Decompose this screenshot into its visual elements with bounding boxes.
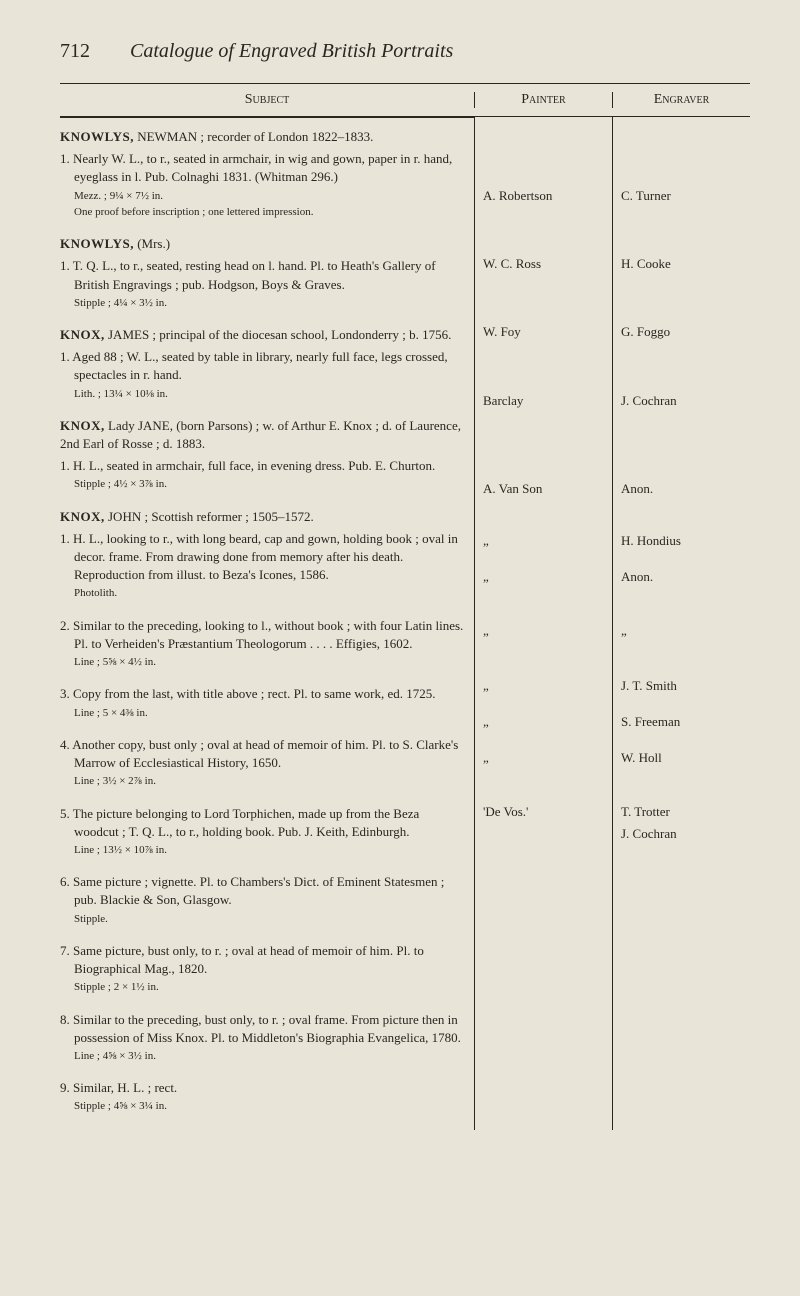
entry-item: 9. Similar, H. L. ; rect. <box>60 1079 464 1097</box>
engraver-entry: Anon. <box>621 480 750 498</box>
header-painter: Painter <box>474 92 612 108</box>
painter-entry: „ <box>483 713 612 731</box>
painter-entry: W. C. Ross <box>483 255 612 273</box>
painter-entry: W. Foy <box>483 323 612 341</box>
entry-note: Mezz. ; 9¼ × 7½ in. <box>60 189 464 203</box>
engraver-entry: Anon. <box>621 568 750 586</box>
entry-group: 2. Similar to the preceding, looking to … <box>60 617 464 670</box>
engraver-column: C. Turner H. Cooke G. Foggo J. Cochran Anon.… <box>612 117 750 1130</box>
entry-group: KNOX, Lady JANE, (born Parsons) ; w. of … <box>60 417 464 492</box>
entry-note: Stipple ; 4½ × 3⅞ in. <box>60 477 464 491</box>
entry-note: One proof before inscription ; one lette… <box>60 205 464 219</box>
catalogue-table: Subject Painter Engraver KNOWLYS, NEWMAN… <box>60 83 750 1130</box>
header-engraver: Engraver <box>612 92 750 108</box>
entry-group: KNOX, JAMES ; principal of the diocesan … <box>60 326 464 401</box>
engraver-entry: J. Cochran <box>621 392 750 410</box>
entry-group: 5. The picture belonging to Lord Torphic… <box>60 805 464 858</box>
painter-entry: „ <box>483 622 612 640</box>
engraver-entry: J. T. Smith <box>621 677 750 695</box>
entry-group: 8. Similar to the preceding, bust only, … <box>60 1011 464 1064</box>
entries-container: KNOWLYS, NEWMAN ; recorder of London 182… <box>60 117 750 1130</box>
painter-entry: A. Robertson <box>483 187 612 205</box>
painter-entry: „ <box>483 749 612 767</box>
painter-entry: Barclay <box>483 392 612 410</box>
entry-note: Photolith. <box>60 586 464 600</box>
painter-column: A. Robertson W. C. Ross W. Foy Barclay A. Va… <box>474 117 612 1130</box>
entry-item: 2. Similar to the preceding, looking to … <box>60 617 464 653</box>
entry-note: Line ; 4⅝ × 3½ in. <box>60 1049 464 1063</box>
engraver-entry: C. Turner <box>621 187 750 205</box>
entry-note: Stipple ; 2 × 1½ in. <box>60 980 464 994</box>
engraver-entry: S. Freeman <box>621 713 750 731</box>
entry-heading: KNOWLYS, (Mrs.) <box>60 235 464 253</box>
engraver-entry: H. Hondius <box>621 532 750 550</box>
painter-entry: „ <box>483 568 612 586</box>
entry-note: Lith. ; 13¼ × 10⅛ in. <box>60 387 464 401</box>
page-title: Catalogue of Engraved British Portraits <box>130 40 453 63</box>
entry-item: 3. Copy from the last, with title above … <box>60 685 464 703</box>
engraver-entry: H. Cooke <box>621 255 750 273</box>
entry-group: 6. Same picture ; vignette. Pl. to Chamb… <box>60 873 464 926</box>
engraver-entry: T. Trotter <box>621 803 750 821</box>
entry-heading: KNOX, Lady JANE, (born Parsons) ; w. of … <box>60 417 464 453</box>
entry-group: KNOX, JOHN ; Scottish reformer ; 1505–15… <box>60 508 464 601</box>
entry-item: 1. Aged 88 ; W. L., seated by table in l… <box>60 348 464 384</box>
painter-entry: „ <box>483 677 612 695</box>
entry-note: Line ; 3½ × 2⅞ in. <box>60 774 464 788</box>
subject-column: KNOWLYS, NEWMAN ; recorder of London 182… <box>60 117 474 1130</box>
entry-group: KNOWLYS, NEWMAN ; recorder of London 182… <box>60 128 464 219</box>
entry-group: 4. Another copy, bust only ; oval at hea… <box>60 736 464 789</box>
engraver-entry: J. Cochran <box>621 825 750 843</box>
page-header: 712 Catalogue of Engraved British Portra… <box>60 40 750 63</box>
entry-item: 1. Nearly W. L., to r., seated in armcha… <box>60 150 464 186</box>
entry-item: 1. T. Q. L., to r., seated, resting head… <box>60 257 464 293</box>
entry-group: 9. Similar, H. L. ; rect. Stipple ; 4⅝ × … <box>60 1079 464 1113</box>
engraver-entry: „ <box>621 622 750 640</box>
entry-group: 3. Copy from the last, with title above … <box>60 685 464 719</box>
entry-note: Line ; 5 × 4⅜ in. <box>60 706 464 720</box>
entry-note: Line ; 5⅝ × 4½ in. <box>60 655 464 669</box>
entry-note: Stipple ; 4¼ × 3½ in. <box>60 296 464 310</box>
entry-item: 4. Another copy, bust only ; oval at hea… <box>60 736 464 772</box>
header-subject: Subject <box>60 92 474 108</box>
entry-item: 8. Similar to the preceding, bust only, … <box>60 1011 464 1047</box>
entry-item: 5. The picture belonging to Lord Torphic… <box>60 805 464 841</box>
entry-group: KNOWLYS, (Mrs.) 1. T. Q. L., to r., seate… <box>60 235 464 310</box>
entry-note: Line ; 13½ × 10⅞ in. <box>60 843 464 857</box>
entry-note: Stipple. <box>60 912 464 926</box>
painter-entry: „ <box>483 532 612 550</box>
entry-group: 7. Same picture, bust only, to r. ; oval… <box>60 942 464 995</box>
entry-item: 1. H. L., looking to r., with long beard… <box>60 530 464 585</box>
entry-item: 7. Same picture, bust only, to r. ; oval… <box>60 942 464 978</box>
engraver-entry: G. Foggo <box>621 323 750 341</box>
entry-heading: KNOWLYS, NEWMAN ; recorder of London 182… <box>60 128 464 146</box>
table-header: Subject Painter Engraver <box>60 84 750 117</box>
entry-item: 6. Same picture ; vignette. Pl. to Chamb… <box>60 873 464 909</box>
entry-note: Stipple ; 4⅝ × 3¼ in. <box>60 1099 464 1113</box>
entry-item: 1. H. L., seated in armchair, full face,… <box>60 457 464 475</box>
painter-entry: A. Van Son <box>483 480 612 498</box>
entry-heading: KNOX, JAMES ; principal of the diocesan … <box>60 326 464 344</box>
engraver-entry: W. Holl <box>621 749 750 767</box>
entry-heading: KNOX, JOHN ; Scottish reformer ; 1505–15… <box>60 508 464 526</box>
painter-entry: 'De Vos.' <box>483 803 612 821</box>
page-number: 712 <box>60 40 90 63</box>
